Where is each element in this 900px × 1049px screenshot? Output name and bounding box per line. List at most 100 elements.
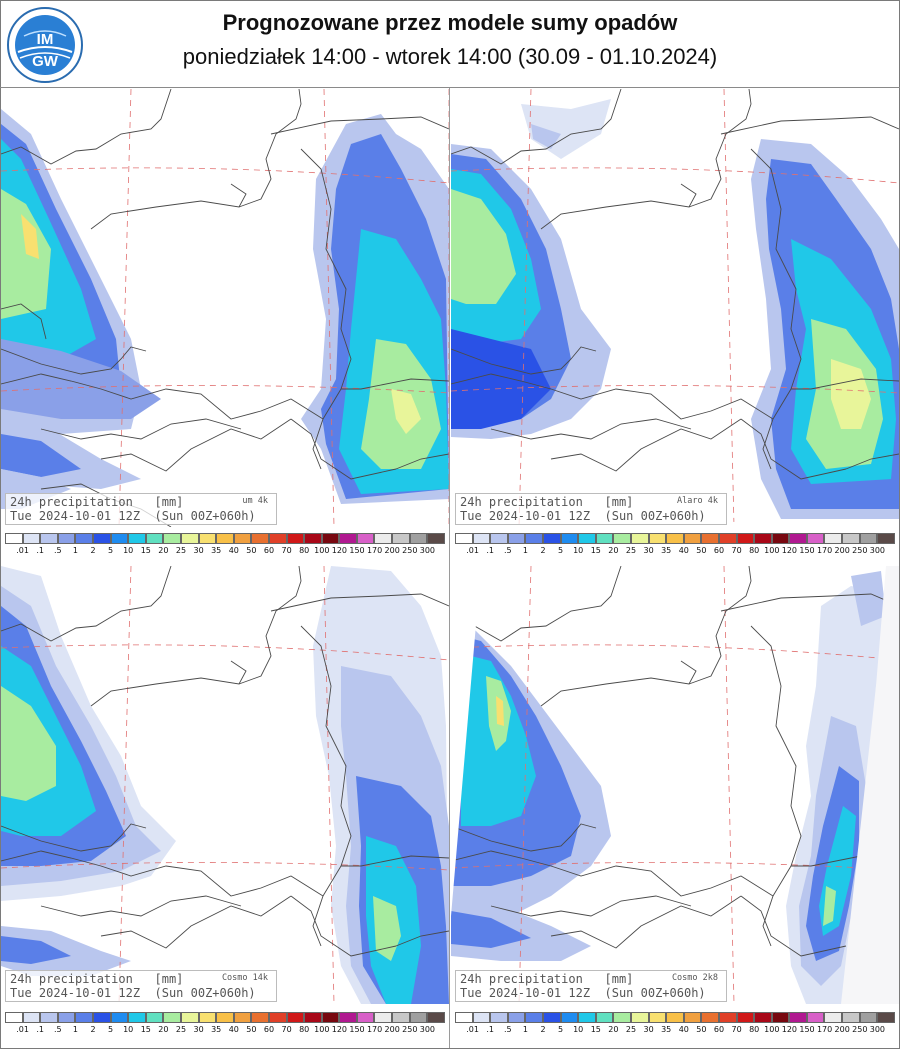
legend-swatches <box>455 533 895 544</box>
legend-swatch <box>57 1012 76 1023</box>
legend-swatch <box>630 533 649 544</box>
legend-label: .1 <box>486 1025 495 1034</box>
legend-swatch <box>57 533 76 544</box>
legend-label: 40 <box>228 546 239 555</box>
legend-swatch <box>754 1012 772 1023</box>
legend-label: 25 <box>175 546 187 555</box>
precip-field <box>1 109 449 509</box>
legend-swatch <box>268 1012 287 1023</box>
legend-label: 100 <box>764 1025 780 1034</box>
legend-swatch <box>490 533 508 544</box>
legend-label: 35 <box>661 1025 672 1034</box>
map-panel-cosmo14k: 24h precipitation [mm] Cosmo 14k Tue 202… <box>1 566 449 1004</box>
legend-label: 80 <box>299 546 310 555</box>
info-time: Tue 2024-10-01 12Z (Sun 00Z+060h) <box>460 509 706 523</box>
precipitation-map <box>1 566 449 1004</box>
legend-label: 25 <box>625 546 637 555</box>
legend-label: 200 <box>834 1025 850 1034</box>
legend-swatch <box>198 1012 217 1023</box>
legend-swatch <box>409 533 428 544</box>
legend-label: 1 <box>522 546 528 555</box>
legend-swatch <box>648 1012 667 1023</box>
legend-label: 120 <box>781 1025 798 1034</box>
legend-label: 80 <box>299 1025 310 1034</box>
legend-swatch <box>374 1012 393 1023</box>
legend-swatch <box>145 533 164 544</box>
legend-swatch <box>286 533 305 544</box>
legend-swatch <box>40 533 58 544</box>
legend-label: .01 <box>466 1025 479 1034</box>
page-title: Prognozowane przez modele sumy opadów <box>222 10 678 35</box>
legend-label: 10 <box>123 546 134 555</box>
legend-swatch <box>507 1012 526 1023</box>
legend-swatch <box>683 1012 702 1023</box>
legend-swatch <box>859 1012 878 1023</box>
graticule <box>451 89 899 527</box>
precipitation-map <box>451 566 899 1004</box>
precip-field <box>1 566 449 1004</box>
legend-label: 15 <box>140 1025 151 1034</box>
map-info-box: 24h precipitation [mm] Cosmo 14k Tue 202… <box>5 970 277 1002</box>
legend-swatch <box>163 533 181 544</box>
legend-swatch <box>877 533 895 544</box>
legend-label: 5 <box>558 1025 564 1034</box>
legend-swatch <box>455 1012 473 1023</box>
legend-label: 35 <box>211 546 222 555</box>
legend-label: 2 <box>90 546 96 555</box>
legend-swatch <box>525 1012 543 1023</box>
legend-swatch <box>771 533 790 544</box>
legend-swatch <box>666 533 684 544</box>
legend-swatch <box>789 533 807 544</box>
legend-swatch <box>304 533 322 544</box>
color-legend-bottom-left: .01.1.5 1 2 5 10 15 20 25 30 35 40 50 60 70 80 100 120 15… <box>1 1010 449 1044</box>
legend-label: 150 <box>349 546 365 555</box>
color-legend-bottom-right: .01.1.5 1 2 5 10 15 20 25 30 35 40 50 60 70 80 100 120 15… <box>451 1010 899 1044</box>
legend-swatch <box>110 1012 129 1023</box>
legend-swatch <box>560 533 579 544</box>
legend-swatch <box>216 1012 234 1023</box>
legend-label: 120 <box>331 546 348 555</box>
legend-label: 300 <box>419 546 436 555</box>
map-info-box: 24h precipitation [mm] Alaro 4k Tue 2024… <box>455 493 727 525</box>
legend-swatch <box>595 1012 614 1023</box>
info-variable: 24h precipitation [mm] <box>460 972 634 986</box>
legend-swatch <box>128 1012 146 1023</box>
color-legend-top-left: .01.1.5 1 2 5 10 15 20 25 30 35 40 50 60 70 80 100 120 15… <box>1 531 449 565</box>
header: IM GW Prognozowane przez modele sumy opa… <box>0 0 900 88</box>
graticule <box>451 566 899 1004</box>
legend-swatch <box>268 533 287 544</box>
legend-swatch <box>233 533 252 544</box>
legend-label: 60 <box>713 1025 725 1034</box>
legend-swatch <box>736 533 755 544</box>
legend-swatch <box>409 1012 428 1023</box>
legend-label: 300 <box>419 1025 436 1034</box>
map-panel-um4k: 24h precipitation [mm] um 4k Tue 2024-10… <box>1 89 449 527</box>
legend-label: 50 <box>246 546 257 555</box>
legend-label: 120 <box>781 546 798 555</box>
graticule <box>1 566 449 1004</box>
legend-label: 60 <box>713 546 725 555</box>
legend-swatch <box>5 1012 23 1023</box>
legend-label: 30 <box>643 546 654 555</box>
info-time: Tue 2024-10-01 12Z (Sun 00Z+060h) <box>460 986 706 1000</box>
legend-swatch <box>824 533 843 544</box>
info-time: Tue 2024-10-01 12Z (Sun 00Z+060h) <box>10 509 256 523</box>
legend-label: 40 <box>678 1025 689 1034</box>
legend-swatch <box>321 533 340 544</box>
legend-label: 70 <box>731 546 742 555</box>
legend-label: 35 <box>661 546 672 555</box>
legend-swatch <box>842 1012 860 1023</box>
legend-swatches <box>5 533 445 544</box>
legend-label: 2 <box>540 1025 546 1034</box>
legend-label: .01 <box>16 546 29 555</box>
legend-label: 50 <box>696 546 707 555</box>
legend-swatch <box>304 1012 322 1023</box>
legend-swatch <box>339 1012 357 1023</box>
country-borders <box>1 566 449 957</box>
legend-label: 60 <box>263 546 275 555</box>
map-info-box: 24h precipitation [mm] Cosmo 2k8 Tue 202… <box>455 970 727 1002</box>
legend-label: 20 <box>158 1025 169 1034</box>
legend-swatch <box>180 1012 199 1023</box>
legend-label: 70 <box>281 546 292 555</box>
legend-swatch <box>427 533 445 544</box>
